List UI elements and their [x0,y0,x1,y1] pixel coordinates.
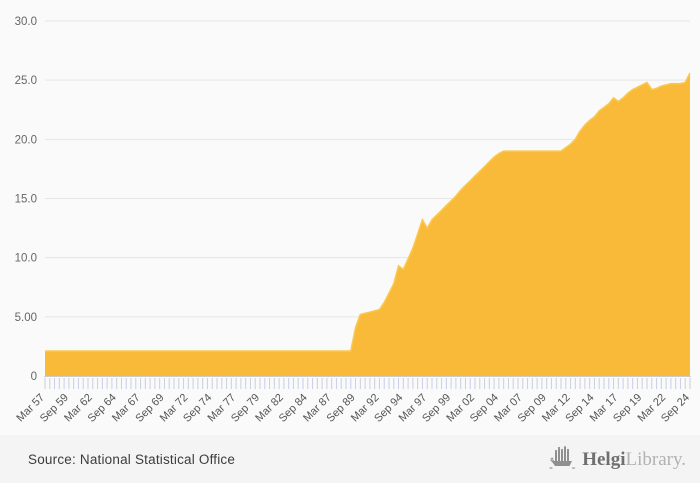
y-tick-label: 10.0 [15,253,37,265]
source-label: Source: National Statistical Office [28,451,236,467]
area-series [45,73,690,376]
logo-text: HelgiLibrary. [582,450,686,469]
y-tick-label: 0 [31,371,37,383]
y-tick-label: 15.0 [15,194,37,206]
x-axis-ticks [44,378,691,389]
footer: Source: National Statistical Office [0,435,700,483]
y-tick-label: 20.0 [15,134,37,146]
logo-text-helgi: Helgi [582,448,626,470]
y-tick-label: 25.0 [15,75,37,87]
area-series-line [45,72,691,352]
ship-icon [549,446,576,469]
y-axis-labels: 30.0 25.0 20.0 15.0 10.0 5.00 0 [15,16,37,383]
y-tick-label: 5.00 [15,312,37,324]
y-tick-label: 30.0 [15,16,37,28]
helgi-library-logo[interactable]: HelgiLibrary. [547,446,686,472]
logo-text-library: Library. [625,448,687,470]
chart-area: 30.0 25.0 20.0 15.0 10.0 5.00 0 Mar 57 Sep 59 Mar… [14,16,693,425]
